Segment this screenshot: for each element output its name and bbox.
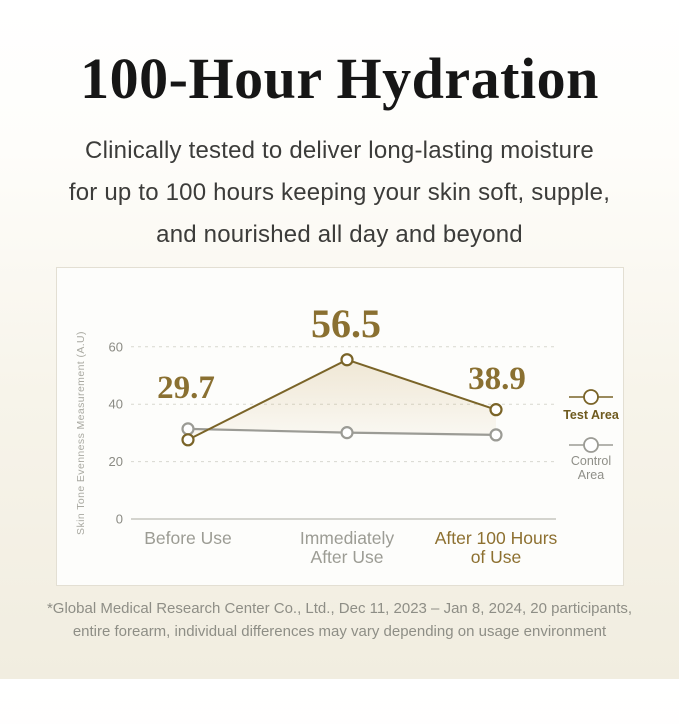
category-label: After Use	[310, 547, 383, 567]
y-tick-label: 40	[108, 397, 122, 412]
legend-control-area-label: Area	[577, 468, 603, 482]
page-subtitle: Clinically tested to deliver long-lastin…	[68, 137, 611, 248]
hydration-chart-svg: 0 20 40 60 Skin Tone Evenness Measurement (A…	[75, 301, 620, 567]
y-tick-label: 20	[108, 454, 122, 469]
chart-card: 0 20 40 60 Skin Tone Evenness Measurement (A…	[55, 267, 624, 586]
test-area-marker	[339, 353, 354, 367]
category-label: Before Use	[144, 528, 232, 548]
series-fill	[187, 359, 496, 440]
category-label-highlight: After 100 Hours	[434, 528, 557, 548]
page-title: 100-Hour Hydration	[80, 46, 599, 111]
category-label: Immediately	[299, 528, 394, 548]
legend-control-area-icon	[582, 437, 599, 453]
hydration-chart: 0 20 40 60 Skin Tone Evenness Measurement (A…	[57, 268, 623, 592]
hydration-infographic: 100-Hour Hydration Clinically tested to …	[0, 45, 679, 724]
control-area-marker	[180, 422, 195, 436]
control-area-marker	[339, 426, 354, 440]
category-label-highlight: of Use	[470, 547, 521, 567]
test-area-marker	[180, 433, 195, 447]
data-label: 29.7	[157, 370, 215, 406]
legend-test-area-icon	[582, 389, 599, 405]
y-axis-label: Skin Tone Evenness Measurement (A.U)	[75, 331, 87, 535]
control-area-marker	[488, 428, 503, 442]
data-label: 56.5	[311, 301, 381, 346]
legend-control-area-label: Control	[570, 454, 610, 468]
y-tick-label: 60	[108, 339, 122, 354]
y-tick-label: 0	[115, 512, 122, 527]
test-area-marker	[488, 403, 503, 417]
study-footnote: *Global Medical Research Center Co., Ltd…	[46, 600, 633, 640]
legend-test-area-label: Test Area	[563, 408, 620, 422]
data-label: 38.9	[468, 361, 526, 397]
